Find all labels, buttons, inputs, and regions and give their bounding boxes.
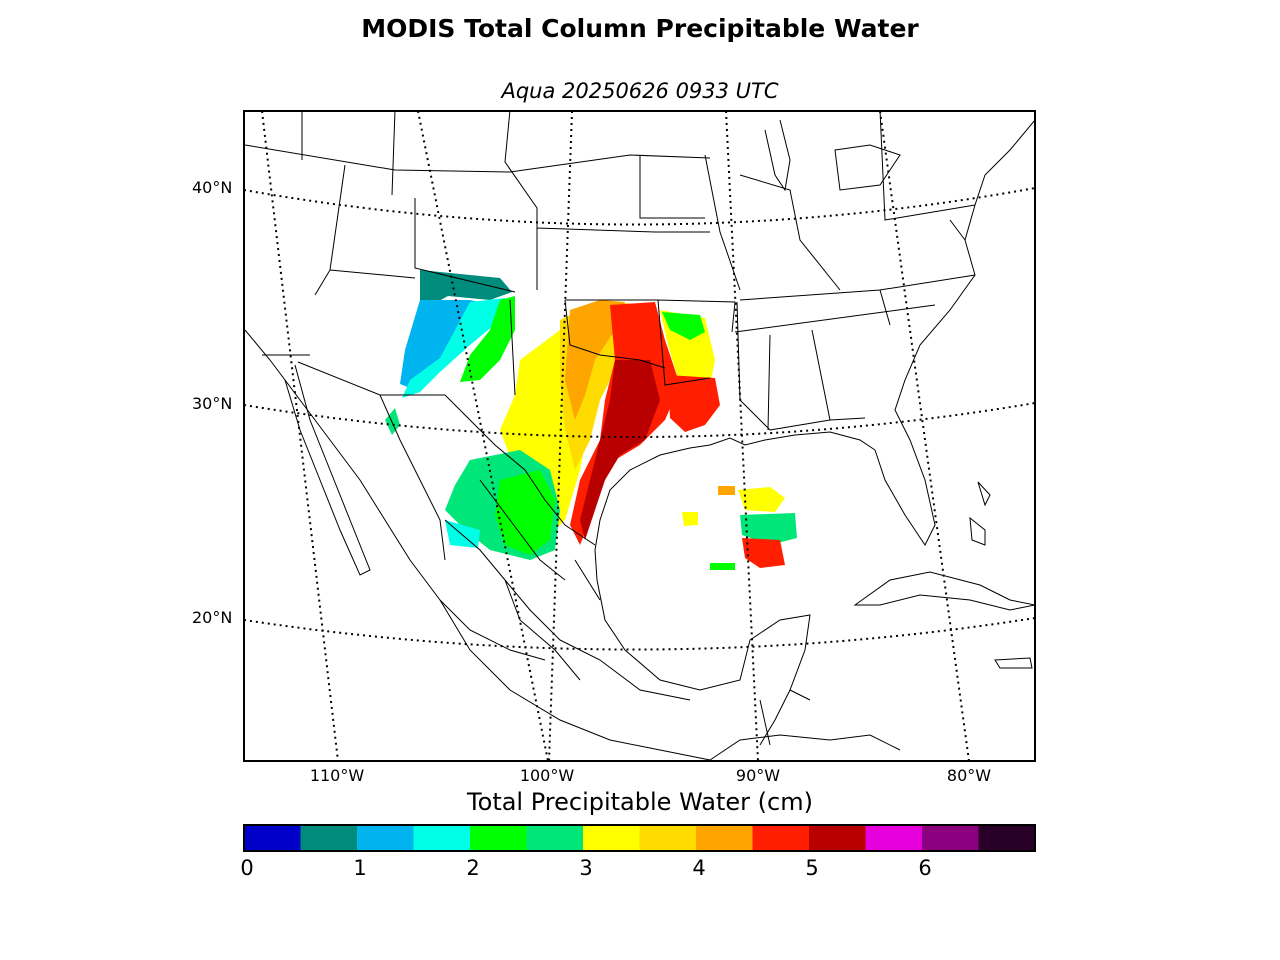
colorbar-tick-label: 3 <box>579 856 593 880</box>
colorbar-tick-label: 1 <box>353 856 367 880</box>
colorbar-segment <box>865 825 923 851</box>
lake-michigan-coast <box>764 119 791 192</box>
jamaica-coast <box>994 657 1033 669</box>
colorbar-segment <box>470 825 527 851</box>
colorbar-tick-label: 0 <box>240 856 254 880</box>
us-state-borders <box>262 111 976 431</box>
precipitable-water-field <box>385 270 797 570</box>
colorbar <box>243 824 1036 852</box>
colorbar-segment <box>244 825 301 851</box>
colorbar-segment <box>357 825 414 851</box>
pw-region-gulf-orange-small <box>718 486 735 495</box>
lon-label-100w: 100°W <box>519 766 575 785</box>
great-lakes-coast <box>834 144 901 191</box>
pw-region-red-east <box>668 375 720 432</box>
longitude-line-100w <box>417 111 549 761</box>
lon-label-90w: 90°W <box>735 766 781 785</box>
latitude-line-30n <box>244 402 1035 438</box>
colorbar-tick-label: 2 <box>466 856 480 880</box>
colorbar-segment <box>583 825 640 851</box>
bahamas-coast <box>977 481 991 507</box>
colorbar-segment <box>696 825 753 851</box>
gulf-coast-mexico <box>596 579 811 746</box>
cuba-coast <box>853 571 1035 611</box>
pw-region-gulf-yellow <box>738 487 785 512</box>
latitude-line-40n <box>244 187 1035 226</box>
pw-region-gulf-red <box>742 538 785 568</box>
colorbar-segment <box>639 825 697 851</box>
baja-california-coast <box>284 364 371 576</box>
pw-region-cyan <box>402 298 505 398</box>
gulf-coast-us <box>594 431 876 581</box>
pw-region-teal <box>420 270 512 320</box>
central-america-borders <box>709 689 901 761</box>
lon-label-110w: 110°W <box>309 766 365 785</box>
chart-title: MODIS Total Column Precipitable Water <box>361 14 919 43</box>
us-mexico-border <box>297 361 596 546</box>
longitude-line-90w-true <box>725 111 759 761</box>
colorbar-segment <box>300 825 358 851</box>
map-frame <box>243 110 1036 762</box>
pw-region-darkred <box>580 360 660 540</box>
mexican-state-borders <box>379 394 691 701</box>
lat-label-40n: 40°N <box>192 178 233 197</box>
colorbar-tick-label: 4 <box>692 856 706 880</box>
lat-label-20n: 20°N <box>192 608 233 627</box>
pw-region-orange <box>565 300 625 420</box>
pw-region-green-bright <box>495 470 555 555</box>
colorbar-segment <box>922 825 979 851</box>
lat-label-30n: 30°N <box>192 394 233 413</box>
latitude-line-20n <box>244 617 1035 651</box>
colorbar-segment <box>809 825 866 851</box>
colorbar-label: Total Precipitable Water (cm) <box>467 788 813 816</box>
colorbar-segment <box>978 825 1036 851</box>
pw-region-green-speckle <box>385 408 400 435</box>
longitude-line-90w <box>548 111 573 761</box>
colorbar-tick-label: 5 <box>805 856 819 880</box>
political-boundaries <box>244 111 1035 761</box>
pw-region-green-east <box>662 312 705 340</box>
longitude-line-80w <box>879 111 970 761</box>
pw-region-gulf-green <box>740 513 797 545</box>
pw-region-gulf-green-small <box>710 563 735 570</box>
colorbar-frame <box>243 824 1036 852</box>
lon-label-80w: 80°W <box>946 766 992 785</box>
pw-region-gulf-yellow-small <box>682 512 698 526</box>
longitude-line-110w <box>261 111 339 761</box>
bahamas-coast-2 <box>969 516 986 546</box>
colorbar-segment <box>752 825 810 851</box>
graticule <box>244 111 1035 761</box>
colorbar-segment <box>526 825 584 851</box>
chart-subtitle: Aqua 20250626 0933 UTC <box>501 79 779 103</box>
pacific-coast-mexico <box>244 329 711 761</box>
atlantic-coast <box>874 119 1035 546</box>
pw-region-green-north <box>460 296 515 382</box>
us-canada-border <box>244 144 711 173</box>
colorbar-segment <box>413 825 471 851</box>
colorbar-tick-label: 6 <box>918 856 932 880</box>
